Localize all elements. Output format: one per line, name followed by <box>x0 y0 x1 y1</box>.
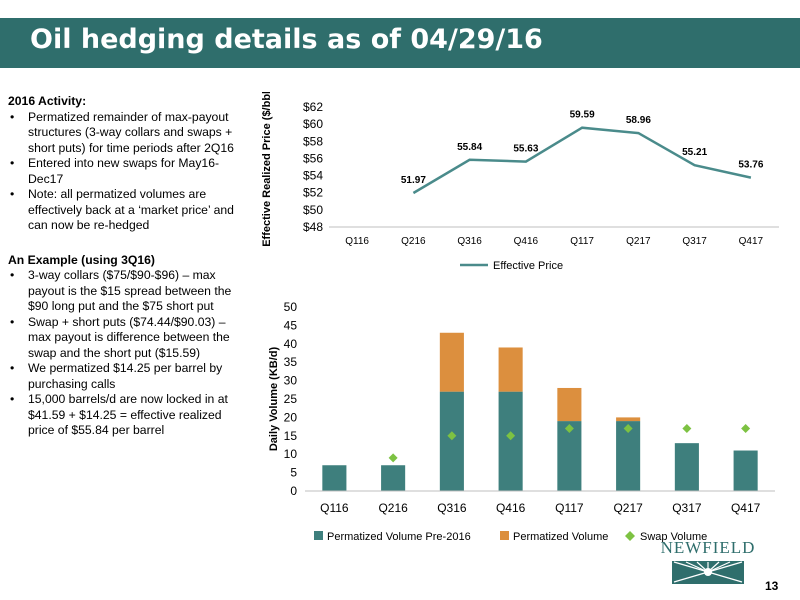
y-tick-label: 30 <box>284 374 298 388</box>
y-tick-label: 35 <box>284 355 298 369</box>
left-text-column: 2016 Activity: Permatized remainder of m… <box>8 94 240 439</box>
bar-pre2016 <box>498 391 523 491</box>
y-axis-label: Effective Realized Price ($/bbl) <box>261 92 273 247</box>
daily-volume-chart: 0 5 10 15 20 25 30 35 40 45 50 Daily Volume (KB/d) Q… <box>268 300 775 543</box>
y-tick-label: 45 <box>284 318 298 332</box>
bar-permatized <box>439 332 464 392</box>
bar-pre2016 <box>439 391 464 491</box>
x-tick-label: Q217 <box>613 501 643 515</box>
x-tick-label: Q416 <box>514 236 539 247</box>
y-tick-label: 5 <box>290 466 297 480</box>
y-tick-label: $60 <box>303 117 323 131</box>
legend-label: Permatized Volume Pre-2016 <box>327 531 471 543</box>
x-tick-label: Q216 <box>378 501 408 515</box>
legend-label: Swap Volume <box>640 531 707 543</box>
bar-permatized <box>498 347 523 392</box>
x-tick-label: Q417 <box>739 236 764 247</box>
legend-label: Effective Price <box>493 260 563 272</box>
x-tick-label: Q316 <box>437 501 467 515</box>
example-bullet: 15,000 barrels/d are now locked in at $4… <box>8 392 240 439</box>
page-number: 13 <box>765 579 779 593</box>
y-tick-label: $52 <box>303 186 323 200</box>
bar-permatized <box>557 387 582 422</box>
y-tick-label: $50 <box>303 203 323 217</box>
y-axis-label: Daily Volume (KB/d) <box>268 347 280 452</box>
swap-marker <box>564 423 574 433</box>
y-tick-label: 0 <box>290 484 297 498</box>
x-tick-label: Q116 <box>345 236 369 247</box>
x-tick-label: Q117 <box>570 236 594 247</box>
x-tick-label: Q417 <box>731 501 761 515</box>
bar-pre2016 <box>733 450 758 491</box>
example-bullet: We permatized $14.25 per barrel by purch… <box>8 361 240 392</box>
bar-pre2016 <box>381 465 406 491</box>
bar-permatized <box>616 417 641 422</box>
swap-marker <box>741 423 751 433</box>
y-tick-label: $58 <box>303 134 323 148</box>
y-tick-label: $62 <box>303 100 323 114</box>
activity-bullets: Permatized remainder of max-payout struc… <box>8 110 240 234</box>
legend-label: Permatized Volume <box>513 531 608 543</box>
legend-swatch <box>500 531 509 540</box>
y-tick-label: 20 <box>284 410 298 424</box>
x-tick-label: Q116 <box>320 501 349 515</box>
x-tick-label: Q216 <box>401 236 426 247</box>
activity-bullet: Entered into new swaps for May16-Dec17 <box>8 156 240 187</box>
x-tick-label: Q217 <box>626 236 651 247</box>
title-bar: Oil hedging details as of 04/29/16 <box>0 18 800 68</box>
activity-heading: 2016 Activity: <box>8 94 87 108</box>
company-logo: NEWFIELD <box>652 538 764 586</box>
swap-marker <box>623 423 633 433</box>
data-label: 59.59 <box>570 110 595 121</box>
example-bullets: 3-way collars ($75/$90-$96) – max payout… <box>8 268 240 439</box>
y-tick-label: 50 <box>284 300 298 314</box>
page-title: Oil hedging details as of 04/29/16 <box>30 24 543 55</box>
data-label: 51.97 <box>401 175 426 186</box>
y-tick-label: $48 <box>303 220 323 234</box>
legend-swatch <box>625 531 635 541</box>
data-label: 55.21 <box>682 147 707 158</box>
data-label: 58.96 <box>626 115 651 126</box>
y-tick-label: 25 <box>284 392 298 406</box>
logo-wordmark: NEWFIELD <box>660 538 756 557</box>
example-bullet: 3-way collars ($75/$90-$96) – max payout… <box>8 268 240 315</box>
y-tick-label: 15 <box>284 429 298 443</box>
y-tick-label: 40 <box>284 337 298 351</box>
y-tick-label: $56 <box>303 151 323 165</box>
swap-marker <box>388 453 398 463</box>
x-tick-label: Q317 <box>672 501 702 515</box>
effective-price-line <box>412 126 752 195</box>
example-bullet: Swap + short puts ($74.44/$90.03) – max … <box>8 315 240 362</box>
x-tick-label: Q316 <box>457 236 482 247</box>
activity-bullet: Note: all permatized volumes are effecti… <box>8 187 240 234</box>
bar-pre2016 <box>322 465 347 491</box>
y-tick-label: 10 <box>284 447 298 461</box>
swap-marker <box>506 431 516 441</box>
legend-swatch <box>314 531 323 540</box>
bar-pre2016 <box>674 443 699 491</box>
swap-marker <box>447 431 457 441</box>
y-tick-label: $54 <box>303 169 323 183</box>
data-label: 53.76 <box>738 160 763 171</box>
activity-bullet: Permatized remainder of max-payout struc… <box>8 110 240 157</box>
data-label: 55.84 <box>457 142 482 153</box>
x-tick-label: Q416 <box>496 501 526 515</box>
x-tick-label: Q117 <box>555 501 584 515</box>
example-heading: An Example (using 3Q16) <box>8 252 155 267</box>
logo-mark-icon <box>672 561 744 584</box>
x-tick-label: Q317 <box>682 236 707 247</box>
data-label: 55.63 <box>513 144 538 155</box>
effective-price-chart: $48 $50 $52 $54 $56 $58 $60 $62 Q116 Q216 Q316 Q416… <box>261 92 779 272</box>
swap-marker <box>682 423 692 433</box>
